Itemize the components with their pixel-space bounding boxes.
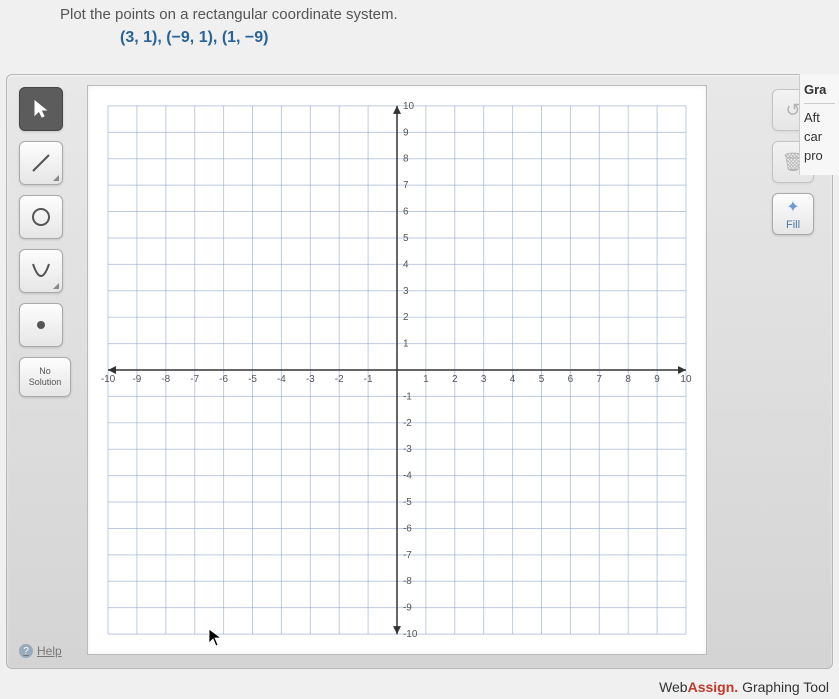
svg-text:-4: -4 xyxy=(403,471,412,482)
svg-text:8: 8 xyxy=(625,374,631,385)
side-panel-header: Gra xyxy=(804,82,835,104)
svg-text:3: 3 xyxy=(403,286,409,297)
fill-label: Fill xyxy=(786,219,800,231)
svg-text:-5: -5 xyxy=(248,374,257,385)
svg-text:4: 4 xyxy=(510,374,516,385)
graphing-tool-panel: No Solution -10 -9 -8 -7 -6 -5 -4 -3 -2 -1 1 2 3 4 5 6 7… xyxy=(6,74,833,669)
svg-text:-6: -6 xyxy=(219,374,228,385)
svg-text:7: 7 xyxy=(403,180,409,191)
svg-text:9: 9 xyxy=(403,127,409,138)
coordinate-graph[interactable]: -10 -9 -8 -7 -6 -5 -4 -3 -2 -1 1 2 3 4 5 6 7 8 9 10 -10 -9 -8 -… xyxy=(87,85,707,655)
point-icon xyxy=(30,314,52,336)
svg-text:5: 5 xyxy=(403,233,409,244)
svg-text:-9: -9 xyxy=(403,603,412,614)
no-solution-label-1: No xyxy=(39,366,51,376)
parabola-tool-button[interactable] xyxy=(19,249,63,293)
svg-text:10: 10 xyxy=(403,101,415,112)
svg-text:2: 2 xyxy=(452,374,458,385)
svg-text:9: 9 xyxy=(654,374,660,385)
footer-branding: WebAssign. Graphing Tool xyxy=(659,679,829,695)
svg-text:1: 1 xyxy=(403,339,409,350)
help-icon: ? xyxy=(19,644,33,658)
submenu-indicator-icon xyxy=(53,283,59,289)
footer-rest: Graphing Tool xyxy=(738,679,829,695)
left-toolbar: No Solution xyxy=(19,87,71,397)
footer-assign: Assign. xyxy=(688,679,739,695)
svg-text:8: 8 xyxy=(403,154,409,165)
svg-text:6: 6 xyxy=(403,207,409,218)
svg-text:-10: -10 xyxy=(101,374,116,385)
pointer-tool-button[interactable] xyxy=(19,87,63,131)
svg-text:7: 7 xyxy=(597,374,603,385)
svg-text:-3: -3 xyxy=(306,374,315,385)
svg-text:-2: -2 xyxy=(403,418,412,429)
svg-text:5: 5 xyxy=(539,374,545,385)
circle-tool-button[interactable] xyxy=(19,195,63,239)
side-panel-line: Aft xyxy=(804,110,835,125)
svg-text:-1: -1 xyxy=(364,374,373,385)
help-label: Help xyxy=(37,644,62,658)
svg-text:4: 4 xyxy=(403,259,409,270)
submenu-indicator-icon xyxy=(53,175,59,181)
line-tool-button[interactable] xyxy=(19,141,63,185)
circle-icon xyxy=(30,206,52,228)
svg-text:-6: -6 xyxy=(403,523,412,534)
fill-icon: ✦ xyxy=(786,197,799,217)
svg-text:-7: -7 xyxy=(190,374,199,385)
pointer-icon xyxy=(31,99,51,119)
side-panel-line: pro xyxy=(804,148,835,163)
points-list: (3, 1), (−9, 1), (1, −9) xyxy=(120,29,831,47)
help-link[interactable]: ? Help xyxy=(19,644,62,658)
svg-text:-2: -2 xyxy=(335,374,344,385)
svg-text:-10: -10 xyxy=(403,629,418,640)
svg-text:-8: -8 xyxy=(403,576,412,587)
parabola-icon xyxy=(30,260,52,282)
fill-button[interactable]: ✦ Fill xyxy=(772,193,814,235)
svg-text:6: 6 xyxy=(568,374,574,385)
point-tool-button[interactable] xyxy=(19,303,63,347)
line-icon xyxy=(30,152,52,174)
svg-text:-9: -9 xyxy=(132,374,141,385)
no-solution-label-2: Solution xyxy=(29,377,62,387)
svg-text:3: 3 xyxy=(481,374,487,385)
svg-text:10: 10 xyxy=(680,374,692,385)
instruction-text: Plot the points on a rectangular coordin… xyxy=(60,6,831,23)
footer-web: Web xyxy=(659,679,688,695)
side-panel-line: car xyxy=(804,129,835,144)
svg-text:-8: -8 xyxy=(161,374,170,385)
svg-text:-5: -5 xyxy=(403,497,412,508)
svg-text:2: 2 xyxy=(403,312,409,323)
no-solution-button[interactable]: No Solution xyxy=(19,357,71,397)
svg-text:-4: -4 xyxy=(277,374,286,385)
svg-text:1: 1 xyxy=(423,374,429,385)
svg-text:-3: -3 xyxy=(403,444,412,455)
svg-text:-7: -7 xyxy=(403,550,412,561)
side-info-panel: Gra Aft car pro xyxy=(799,74,839,175)
grid-svg: -10 -9 -8 -7 -6 -5 -4 -3 -2 -1 1 2 3 4 5 6 7 8 9 10 -10 -9 -8 -… xyxy=(88,86,706,654)
svg-text:-1: -1 xyxy=(403,391,412,402)
